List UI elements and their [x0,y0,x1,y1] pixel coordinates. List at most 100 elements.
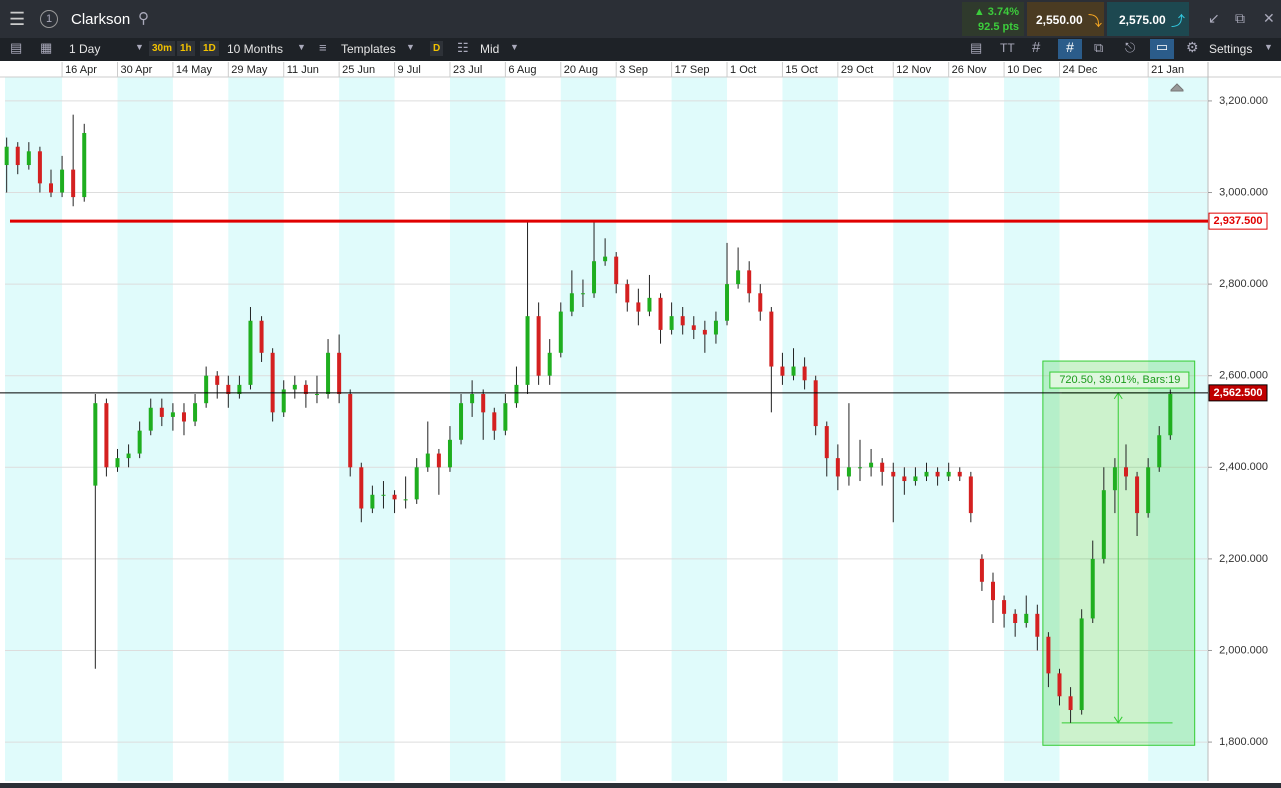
candle-body [1046,636,1051,674]
period-shade [782,62,838,781]
candle-body [226,384,231,395]
date-axis-bg [0,61,1281,77]
x-tick-label: 11 Jun [287,64,319,76]
change-box: ▲ 3.74% 92.5 pts [962,2,1024,36]
candle-body [181,412,186,422]
candle-body [436,453,441,468]
candle-body [1168,394,1173,436]
tool-bar: ▤ ▦ 1 Day ▼ 30m 1h 1D 10 Months ▼ ≡ Temp… [0,38,1281,61]
candle-icon[interactable]: ☷ [457,40,469,55]
dropdown[interactable]: ▼ [406,42,415,52]
candle-body [780,366,785,376]
price-level-label: 2,937.500 [1214,215,1263,227]
preset-1h[interactable]: 1h [177,41,195,56]
candle-body [248,320,253,385]
popout-icon[interactable]: ⧉ [1235,10,1245,26]
candle-body [946,471,951,477]
x-tick-label: 15 Oct [785,64,817,76]
candle-body [924,471,929,477]
candle-body [370,494,375,509]
candle-body [48,183,53,193]
close-icon[interactable]: ✕ [1263,10,1275,26]
candle-body [846,467,851,477]
sell-box[interactable]: 2,550.00 ⤵ [1027,2,1104,36]
measure-label-box [1049,371,1190,389]
candle-body [159,407,164,417]
period-shade [893,62,949,781]
interval[interactable]: 1 Day [69,42,101,56]
crosshair-icon[interactable]: # [1032,39,1041,56]
x-tick-label: 16 Apr [65,64,97,76]
period-shade [1148,62,1208,781]
candle-body [691,325,696,330]
candle-body [979,558,984,582]
copy-icon[interactable]: ⧉ [1094,40,1104,55]
pin-icon[interactable]: ⎋ [1125,40,1136,55]
dropdown[interactable]: ▼ [1264,42,1273,52]
dropdown[interactable]: ▼ [135,42,144,52]
candle-body [71,169,76,198]
dropdown[interactable]: ▼ [510,42,519,52]
settings[interactable]: Settings [1209,42,1253,56]
candle-body [869,462,874,468]
candle-body [326,352,331,395]
candle-body [104,403,109,468]
candle-body [935,471,940,477]
preset-1d[interactable]: 1D [200,41,219,56]
grid-icon[interactable]: ▦ [40,40,53,55]
candle-body [636,302,641,312]
y-tick-label: 2,200.000 [1219,553,1268,565]
period-shade [228,62,284,781]
candle-body [669,316,674,330]
candle-body [835,458,840,477]
change-pct-value: 3.74% [987,6,1019,18]
buy-box[interactable]: 2,575.00 ⤴ [1107,2,1189,36]
templates[interactable]: Templates [341,42,396,56]
layout-icon[interactable]: 1 [40,10,58,28]
candle-body [270,352,275,413]
instrument-name[interactable]: Clarkson [71,11,131,28]
tool-icon[interactable]: ▤ [970,40,983,55]
y-tick-label: 3,200.000 [1219,95,1268,107]
candle-body [614,256,619,285]
candle-body [470,394,475,404]
menu-icon[interactable]: ☰ [9,9,26,29]
candle-body [481,394,486,413]
candle-body [414,467,419,500]
search-icon[interactable]: ⚲ [138,10,149,27]
candle-body [680,316,685,326]
list-icon[interactable]: ▤ [10,40,23,55]
candle-body [170,412,175,417]
candle-body [93,403,98,486]
label-icon[interactable]: ▭ [1150,39,1174,59]
draw-icon[interactable]: # [1058,39,1082,59]
candle-body [569,293,574,312]
collapse-icon[interactable]: ↙ [1208,10,1220,26]
candle-body [758,293,763,312]
sell-price[interactable]: 2,550.00 [1036,13,1083,27]
dropdown[interactable]: ▼ [297,42,306,52]
range[interactable]: 10 Months [227,42,284,56]
y-tick-label: 3,000.000 [1219,186,1268,198]
settings-icon[interactable]: ⚙ [1186,39,1199,55]
x-tick-label: 21 Jan [1151,64,1184,76]
templates-icon[interactable]: ≡ [319,40,327,55]
x-tick-label: 6 Aug [508,64,536,76]
candle-body [536,316,541,376]
preset-30m[interactable]: 30m [149,41,176,56]
candle-body [359,467,364,509]
candle-body [1024,613,1029,624]
x-tick-label: 1 Oct [730,64,756,76]
measure-label: 720.50, 39.01%, Bars:19 [1059,374,1180,386]
price-level-tag [1208,212,1268,230]
candle-body [60,169,65,193]
draw-mode[interactable]: D [430,41,444,56]
text-icon[interactable]: TT [1000,41,1015,55]
change-pts: 92.5 pts [978,21,1019,33]
candle-body [292,384,297,390]
x-tick-label: 24 Dec [1062,64,1097,76]
buy-price[interactable]: 2,575.00 [1119,13,1166,27]
price-type[interactable]: Mid [480,42,500,56]
